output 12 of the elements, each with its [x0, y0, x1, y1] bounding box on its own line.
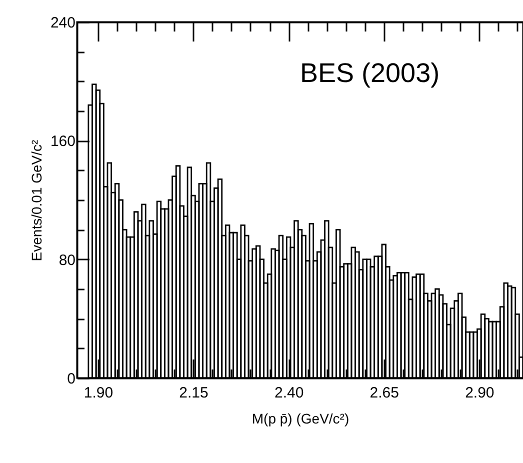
y-tick-label: 0	[67, 370, 76, 388]
x-axis-title: M(p p̄) (GeV/c²)	[252, 410, 350, 426]
x-tick-label: 2.90	[465, 384, 494, 402]
x-tick-label: 2.15	[179, 384, 208, 402]
x-tick-label: 2.40	[274, 384, 304, 402]
x-tick-label: 2.65	[370, 384, 399, 402]
y-axis-title: Events/0.01 GeV/c²	[28, 139, 44, 262]
y-tick-label: 160	[50, 133, 76, 150]
y-tick-label: 240	[50, 14, 76, 32]
x-tick-label: 1.90	[84, 384, 114, 402]
y-tick-label: 80	[58, 252, 76, 269]
annotation: BES (2003)	[300, 58, 440, 89]
